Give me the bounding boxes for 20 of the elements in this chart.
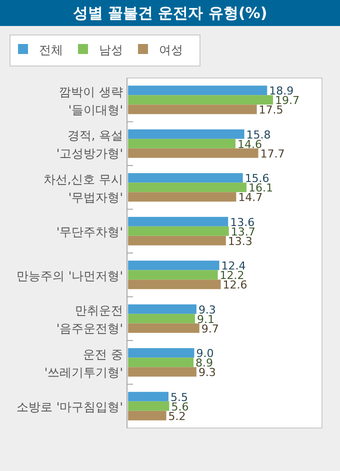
data-label: 17.5 [258,104,284,117]
y-tick-label: 만능주의 '나먼저형' [16,268,123,283]
data-label: 17.7 [260,147,285,160]
y-tick-label: '무단주차형' [56,225,123,240]
legend-label: 전체 [39,43,63,57]
y-tick-label: 경적, 욕설 '고성방가형' [56,128,123,161]
y-tick-label: 소방로 '마구침입형' [16,400,123,414]
data-label: 13.3 [228,234,252,248]
y-tick-label: 운전 중 '쓰레기투기형' [44,347,123,380]
y-tick-label: 차선,신호 무시 '무법자형' [43,172,123,204]
y-tick-label: 깜박이 생략 '들이대형' [59,84,123,117]
title: 성별 꼴불견 운전자 유형(%) [72,4,268,22]
y-tick-label: 만취운전 '음주운전형' [56,304,123,336]
data-label: 14.7 [238,191,263,204]
data-label: 14.6 [237,138,262,151]
data-label: 12.6 [222,278,248,292]
legend-label: 남성 [99,43,123,57]
data-label: 5.2 [168,410,186,423]
data-label: 9.3 [198,366,216,380]
legend-label: 여성 [159,43,183,57]
